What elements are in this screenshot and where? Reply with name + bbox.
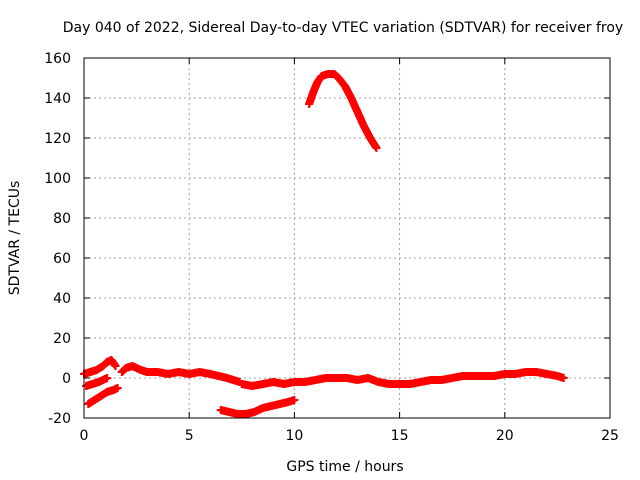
data-points xyxy=(80,70,568,418)
y-tick-label: 20 xyxy=(53,331,71,347)
chart-title: Day 040 of 2022, Sidereal Day-to-day VTE… xyxy=(63,20,623,36)
x-tick-label: 5 xyxy=(185,428,194,444)
y-tick-label: 40 xyxy=(53,291,71,307)
y-tick-label: 120 xyxy=(44,131,71,147)
x-tick-label: 10 xyxy=(285,428,303,444)
x-axis-title: GPS time / hours xyxy=(286,459,403,475)
y-tick-label: 80 xyxy=(53,211,71,227)
y-tick-label: 100 xyxy=(44,171,71,187)
data-point xyxy=(103,374,112,382)
data-point xyxy=(559,374,568,382)
x-tick-label: 25 xyxy=(601,428,619,444)
data-point xyxy=(372,144,381,152)
data-point xyxy=(111,362,120,370)
grid xyxy=(84,58,610,418)
y-tick-label: 60 xyxy=(53,251,71,267)
data-point xyxy=(290,396,299,404)
y-tick-label: 0 xyxy=(62,371,71,387)
y-axis-title: SDTVAR / TECUs xyxy=(7,181,23,296)
plot-frame xyxy=(83,57,611,419)
x-tick-label: 20 xyxy=(496,428,514,444)
axis-ticks: 0 5 10 15 20 25 -20 0 20 40 60 80 100 120 140 160 xyxy=(44,51,619,444)
data-point xyxy=(113,384,122,392)
y-tick-label: -20 xyxy=(48,411,71,427)
y-tick-label: 140 xyxy=(44,91,71,107)
y-tick-label: 160 xyxy=(44,51,71,67)
x-tick-label: 0 xyxy=(80,428,89,444)
x-tick-label: 15 xyxy=(391,428,409,444)
